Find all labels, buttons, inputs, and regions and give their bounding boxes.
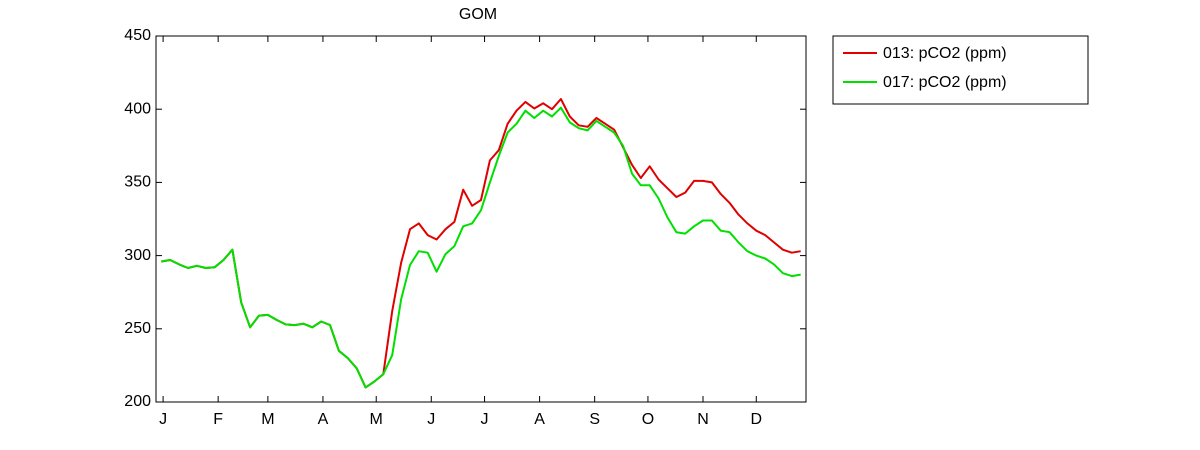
- x-tick-label: J: [159, 411, 167, 428]
- x-tick-label: A: [318, 411, 329, 428]
- x-tick-label: O: [642, 411, 654, 428]
- x-tick-label: M: [370, 411, 383, 428]
- y-tick-label: 400: [124, 100, 151, 117]
- legend-label: 013: pCO2 (ppm): [883, 45, 1007, 62]
- y-tick-label: 200: [124, 393, 151, 410]
- legend-box: [832, 35, 1089, 105]
- x-tick-label: F: [213, 411, 223, 428]
- plot-frame: [155, 35, 807, 403]
- x-tick-label: A: [534, 411, 545, 428]
- chart-title: GOM: [459, 6, 497, 23]
- y-tick-label: 250: [124, 320, 151, 337]
- x-tick-label: S: [589, 411, 600, 428]
- y-tick-label: 450: [124, 27, 151, 44]
- y-tick-label: 300: [124, 247, 151, 264]
- x-tick-label: N: [697, 411, 709, 428]
- x-tick-label: J: [481, 411, 489, 428]
- legend-label: 017: pCO2 (ppm): [883, 74, 1007, 91]
- x-tick-label: J: [427, 411, 435, 428]
- y-tick-label: 350: [124, 174, 151, 191]
- x-tick-label: M: [261, 411, 274, 428]
- x-tick-label: D: [750, 411, 762, 428]
- series-line: [161, 106, 801, 389]
